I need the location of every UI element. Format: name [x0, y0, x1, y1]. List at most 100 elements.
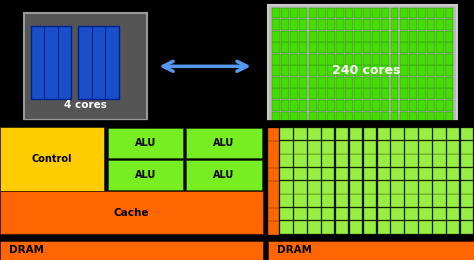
Bar — [372, 19, 380, 30]
Bar — [300, 31, 308, 42]
Bar — [336, 208, 348, 220]
Text: DRAM: DRAM — [277, 245, 312, 255]
Bar — [363, 42, 371, 53]
Bar — [392, 141, 404, 154]
Bar — [461, 181, 473, 194]
Bar — [336, 141, 348, 154]
Bar — [409, 112, 417, 122]
Bar — [318, 8, 326, 18]
Bar — [308, 181, 320, 194]
Bar — [433, 181, 446, 194]
Bar — [345, 42, 353, 53]
Bar — [291, 31, 298, 42]
Bar — [294, 181, 307, 194]
Bar — [372, 42, 380, 53]
Bar — [318, 65, 326, 76]
Bar — [294, 154, 307, 167]
Bar — [409, 65, 417, 76]
Bar — [318, 100, 326, 111]
Bar — [418, 42, 426, 53]
Bar — [281, 31, 289, 42]
Bar — [392, 154, 404, 167]
Bar — [447, 181, 459, 194]
Bar — [318, 112, 326, 122]
Bar — [427, 54, 435, 65]
Bar — [391, 77, 399, 88]
Bar — [272, 19, 280, 30]
Bar — [382, 19, 389, 30]
Bar — [372, 65, 380, 76]
Bar — [291, 100, 298, 111]
Bar — [272, 88, 280, 99]
Bar — [309, 19, 317, 30]
Bar — [400, 112, 408, 122]
Bar — [363, 8, 371, 18]
Bar — [427, 31, 435, 42]
Bar — [400, 100, 408, 111]
Bar — [300, 100, 308, 111]
Bar — [354, 54, 362, 65]
Bar — [308, 208, 320, 220]
Bar — [300, 65, 308, 76]
Bar — [436, 77, 444, 88]
Bar — [405, 128, 418, 140]
Bar — [294, 208, 307, 220]
Bar — [350, 154, 362, 167]
Bar — [336, 100, 344, 111]
Bar — [445, 8, 453, 18]
Bar — [281, 168, 293, 180]
Bar — [345, 77, 353, 88]
Bar — [400, 65, 408, 76]
Bar — [281, 88, 289, 99]
Bar — [382, 8, 389, 18]
Bar — [377, 168, 390, 180]
Bar — [327, 8, 335, 18]
Bar — [281, 100, 289, 111]
Bar — [419, 128, 432, 140]
Bar — [0, 191, 263, 234]
Bar — [405, 141, 418, 154]
Bar — [336, 54, 344, 65]
Bar — [294, 141, 307, 154]
Bar — [300, 88, 308, 99]
Bar — [427, 19, 435, 30]
Bar — [405, 154, 418, 167]
Bar — [436, 112, 444, 122]
Bar — [363, 88, 371, 99]
Bar — [405, 208, 418, 220]
Bar — [363, 77, 371, 88]
Bar — [108, 160, 183, 190]
Bar — [377, 194, 390, 207]
Bar — [291, 42, 298, 53]
Bar — [336, 31, 344, 42]
Bar — [350, 194, 362, 207]
Bar — [294, 194, 307, 207]
Bar — [300, 19, 308, 30]
Bar — [345, 8, 353, 18]
Bar — [308, 168, 320, 180]
Bar — [327, 65, 335, 76]
Bar — [445, 112, 453, 122]
Bar — [268, 128, 278, 140]
Bar — [405, 181, 418, 194]
Bar — [364, 221, 376, 233]
Bar — [322, 221, 335, 233]
Bar — [291, 8, 298, 18]
Bar — [336, 77, 344, 88]
Bar — [0, 127, 104, 191]
Bar — [445, 31, 453, 42]
Bar — [392, 128, 404, 140]
Bar — [281, 154, 293, 167]
Bar — [436, 19, 444, 30]
Bar — [392, 221, 404, 233]
Bar — [445, 19, 453, 30]
Bar — [291, 77, 298, 88]
Bar — [272, 42, 280, 53]
Bar — [405, 221, 418, 233]
Bar — [363, 65, 371, 76]
Bar — [445, 88, 453, 99]
Bar — [419, 168, 432, 180]
Bar — [436, 100, 444, 111]
Bar — [268, 168, 278, 180]
Bar — [363, 31, 371, 42]
